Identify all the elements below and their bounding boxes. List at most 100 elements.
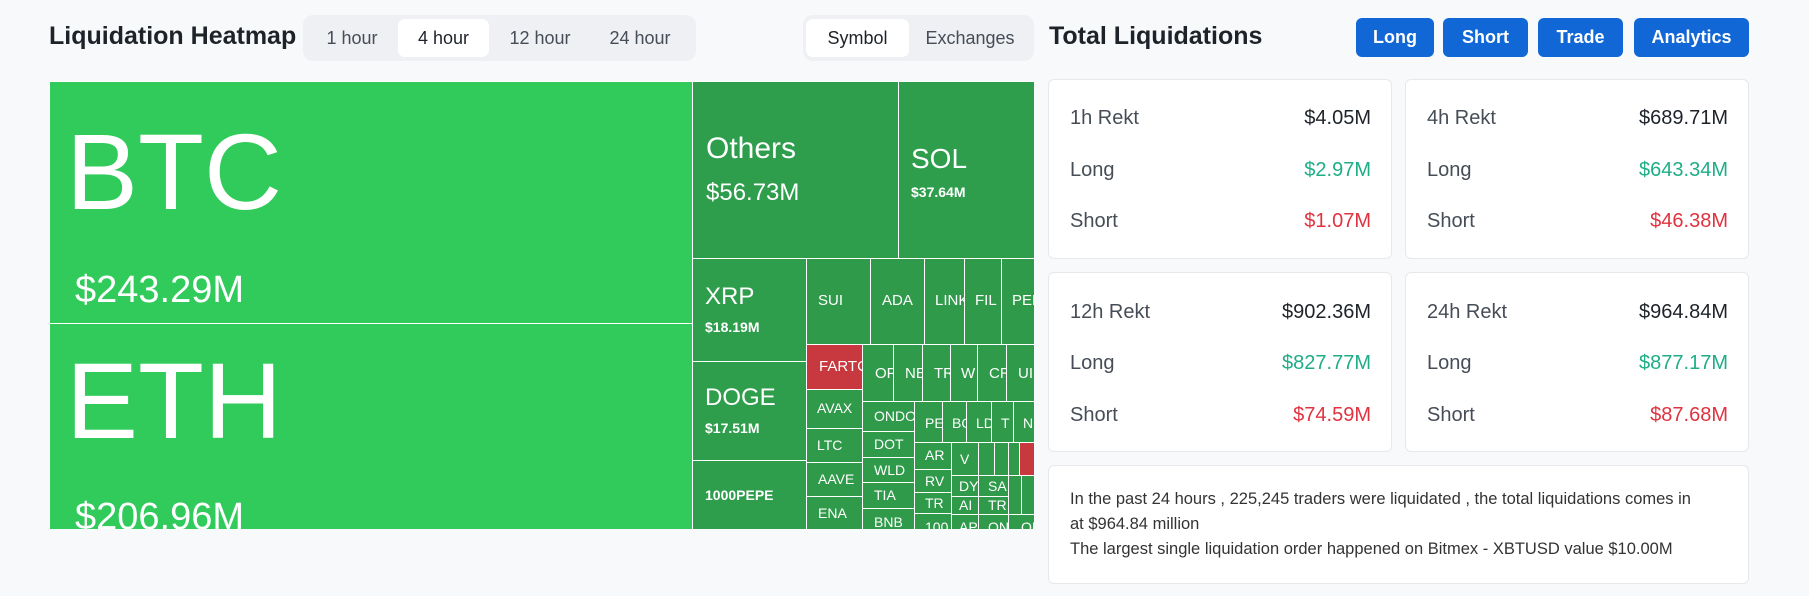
tile-n[interactable]: N (1013, 401, 1034, 443)
tile-sol[interactable]: SOL $37.64M (898, 81, 1034, 259)
tile-name: PE (925, 415, 943, 431)
tile-name: V (960, 451, 970, 467)
period-24h-tab[interactable]: 24 hour (609, 28, 671, 48)
tile-fartcoin[interactable]: FARTC (806, 344, 863, 390)
period-1h-tab[interactable]: 1 hour (326, 28, 378, 48)
tile-small-4[interactable] (1008, 475, 1022, 515)
tile-name: RV (925, 473, 945, 489)
tile-name: LINK (935, 292, 964, 309)
tile-value: $18.19M (705, 319, 760, 335)
tile-name: ADA (882, 292, 913, 309)
tile-wif[interactable]: W (950, 344, 978, 402)
short-label: Short (1070, 404, 1118, 426)
tile-name: TR (934, 365, 950, 382)
tile-ada[interactable]: ADA (870, 258, 925, 345)
tile-ondo[interactable]: ONDO (862, 401, 915, 432)
tile-name: NE (905, 365, 922, 382)
tile-op[interactable]: OP (862, 344, 894, 402)
tile-ldo[interactable]: LD (966, 401, 992, 443)
tile-name: T (1001, 415, 1010, 431)
tile-bo[interactable]: BO (942, 401, 967, 443)
tile-avax[interactable]: AVAX (806, 389, 863, 429)
tile-aave[interactable]: AAVE (806, 462, 863, 497)
tile-name: 1000PEPE (705, 487, 774, 503)
tile-name: PEN (1012, 292, 1034, 309)
tile-fil[interactable]: FIL (964, 258, 1002, 345)
tile-bnb[interactable]: BNB (862, 508, 915, 529)
tile-sa[interactable]: SA (978, 475, 1009, 497)
long-label: Long (1070, 352, 1115, 374)
tile-name: FIL (975, 292, 997, 309)
long-value: $877.17M (1639, 352, 1728, 374)
total-liquidations-title: Total Liquidations (1049, 22, 1263, 50)
period-4h-tab[interactable]: 4 hour (398, 19, 489, 57)
tile-name: FARTC (819, 358, 862, 375)
tile-v[interactable]: V (951, 442, 979, 476)
tile-name: TR (988, 497, 1007, 513)
tile-others[interactable]: Others $56.73M (692, 81, 899, 259)
tile-1000pepe[interactable]: 1000PEPE (692, 460, 807, 529)
tile-name: AI (959, 497, 973, 513)
short-value: $87.68M (1650, 404, 1728, 426)
tile-name: UI (1018, 365, 1033, 382)
short-button[interactable]: Short (1443, 18, 1528, 57)
view-symbol-tab[interactable]: Symbol (806, 19, 909, 57)
tile-ena[interactable]: ENA (806, 496, 863, 529)
tile-dot[interactable]: DOT (862, 431, 915, 458)
tile-trump[interactable]: TR (922, 344, 951, 402)
tile-name: SA (988, 478, 1007, 494)
tile-crv[interactable]: CR (977, 344, 1007, 402)
tile-100[interactable]: 100 (914, 513, 952, 529)
tile-tr-2[interactable]: TR (978, 496, 1009, 515)
tile-eth[interactable]: ETH $206.96M (49, 323, 693, 529)
tile-pe[interactable]: PE (914, 401, 943, 443)
tile-t[interactable]: T (991, 401, 1014, 443)
tile-name: TR (925, 495, 944, 511)
tile-small-red[interactable] (1019, 442, 1034, 476)
card-period-label: 1h Rekt (1070, 107, 1139, 129)
card-24h-rekt: 24h Rekt $964.84M Long $877.17M Short $8… (1405, 272, 1749, 452)
tile-ai[interactable]: AI (951, 496, 979, 515)
tile-name: ON (988, 519, 1009, 529)
short-value: $74.59M (1293, 404, 1371, 426)
view-exchanges-tab[interactable]: Exchanges (925, 28, 1015, 48)
long-value: $643.34M (1639, 159, 1728, 181)
tile-name: ONDO (874, 408, 915, 424)
tile-doge[interactable]: DOGE $17.51M (692, 361, 807, 461)
tile-small-2[interactable] (994, 442, 1009, 476)
long-label: Long (1070, 159, 1115, 181)
tile-pengu[interactable]: PEN (1001, 258, 1034, 345)
tile-uni[interactable]: UI (1006, 344, 1034, 402)
tile-name: Others (706, 132, 797, 165)
trade-button[interactable]: Trade (1538, 18, 1623, 57)
period-12h-tab[interactable]: 12 hour (509, 28, 571, 48)
long-button[interactable]: Long (1356, 18, 1434, 57)
tile-name: TIA (874, 487, 896, 503)
tile-link[interactable]: LINK (924, 258, 965, 345)
liquidation-summary: In the past 24 hours , 225,245 traders w… (1048, 465, 1749, 584)
tile-small-5[interactable] (1021, 475, 1034, 515)
tile-sui[interactable]: SUI (806, 258, 871, 345)
tile-wld[interactable]: WLD (862, 457, 915, 483)
tile-btc[interactable]: BTC $243.29M (49, 81, 693, 324)
tile-xrp[interactable]: XRP $18.19M (692, 258, 807, 362)
period-selector: 1 hour 4 hour 12 hour 24 hour (303, 15, 696, 61)
card-total-value: $902.36M (1282, 301, 1371, 323)
tile-op-2[interactable]: OP (1008, 514, 1034, 529)
tile-ar[interactable]: AR (914, 442, 952, 470)
tile-ap[interactable]: AP (951, 514, 979, 529)
tile-rv[interactable]: RV (914, 469, 952, 493)
tile-on[interactable]: ON (978, 514, 1009, 529)
tile-tia[interactable]: TIA (862, 482, 915, 509)
tile-name: DY (959, 478, 979, 494)
short-label: Short (1427, 210, 1475, 232)
tile-near[interactable]: NE (893, 344, 923, 402)
long-value: $2.97M (1304, 159, 1371, 181)
tile-tr[interactable]: TR (914, 492, 952, 514)
tile-dy[interactable]: DY (951, 475, 979, 497)
short-label: Short (1070, 210, 1118, 232)
tile-ltc[interactable]: LTC (806, 428, 863, 463)
tile-small-1[interactable] (978, 442, 995, 476)
tile-name: N (1023, 415, 1034, 431)
analytics-button[interactable]: Analytics (1634, 18, 1749, 57)
